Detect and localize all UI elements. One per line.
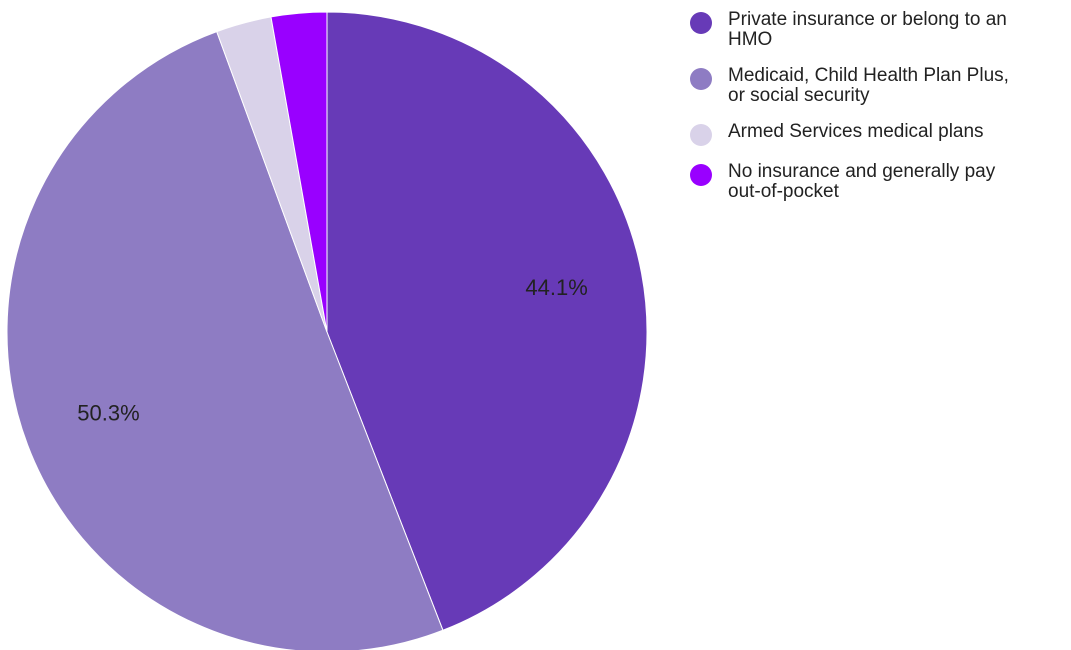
- pie-slices: [6, 11, 648, 650]
- pie-slice-private-insurance-or-belong-to-an-hmo[interactable]: [326, 11, 648, 631]
- pie-slice-label-private-insurance-or-belong-to-an-hmo: 44.1%: [525, 275, 587, 300]
- legend-label-armed-services: Armed Services medical plans: [728, 121, 984, 142]
- pie-slice-labels: 44.1% 50.3%: [77, 275, 588, 426]
- legend-swatch-no-insurance: [690, 164, 712, 186]
- legend-item-private-insurance[interactable]: Private insurance or belong to an HMO: [690, 10, 1071, 50]
- legend-swatch-private-insurance: [690, 12, 712, 34]
- legend-item-medicaid[interactable]: Medicaid, Child Health Plan Plus, or soci…: [690, 66, 1071, 106]
- pie-slice-no-insurance-and-generally-pay-out-of-pocket[interactable]: [270, 11, 328, 333]
- pie-slice-label-medicaid-child-health-plan-plus-or-social-security: 50.3%: [77, 400, 139, 425]
- legend-label-private-insurance: Private insurance or belong to an HMO: [728, 9, 1007, 50]
- legend-label-medicaid: Medicaid, Child Health Plan Plus, or soci…: [728, 65, 1009, 106]
- legend: Private insurance or belong to an HMO Med…: [690, 10, 1071, 218]
- legend-swatch-armed-services: [690, 124, 712, 146]
- legend-swatch-medicaid: [690, 68, 712, 90]
- legend-item-no-insurance[interactable]: No insurance and generally pay out-of-poc…: [690, 162, 1071, 202]
- legend-item-armed-services[interactable]: Armed Services medical plans: [690, 122, 1071, 146]
- legend-label-no-insurance: No insurance and generally pay out-of-poc…: [728, 161, 996, 202]
- pie-slice-medicaid-child-health-plan-plus-or-social-security[interactable]: [6, 30, 444, 650]
